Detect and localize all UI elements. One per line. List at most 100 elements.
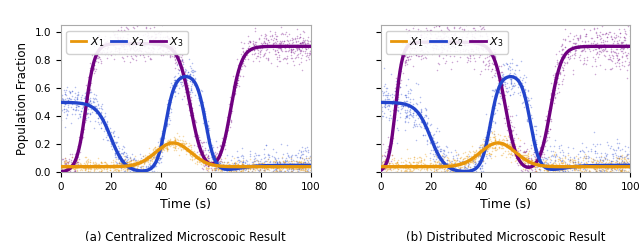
Point: [525, 167, 536, 171]
Point: [620, 54, 630, 58]
Point: [486, 105, 497, 109]
Point: [80, 114, 90, 118]
Point: [175, 75, 185, 79]
Point: [495, 142, 505, 146]
Point: [189, 69, 200, 73]
Point: [83, 91, 93, 95]
Point: [467, 158, 477, 162]
Point: [467, 160, 477, 164]
Point: [157, 145, 168, 149]
Point: [589, 173, 600, 177]
Point: [136, 49, 147, 53]
Point: [178, 143, 188, 147]
Point: [376, 106, 387, 109]
Point: [506, 141, 516, 145]
Point: [186, 101, 196, 105]
Point: [456, 160, 466, 163]
Point: [156, 146, 166, 150]
Point: [263, 152, 273, 155]
Point: [83, 87, 93, 91]
Point: [441, 162, 451, 166]
Point: [575, 164, 586, 168]
Point: [542, 148, 552, 152]
Point: [300, 168, 310, 172]
Point: [552, 154, 562, 158]
Point: [532, 153, 543, 157]
Point: [612, 47, 622, 51]
Point: [85, 163, 95, 167]
Point: [541, 173, 551, 177]
Point: [124, 40, 134, 44]
Point: [542, 166, 552, 169]
Point: [91, 67, 101, 71]
Point: [415, 167, 426, 171]
Point: [399, 110, 410, 114]
Point: [527, 160, 537, 164]
Point: [548, 173, 559, 177]
Point: [188, 151, 198, 155]
Point: [462, 35, 472, 39]
Point: [436, 162, 446, 166]
Point: [380, 167, 390, 170]
Point: [136, 49, 147, 53]
Point: [553, 173, 563, 177]
Point: [116, 154, 126, 158]
Point: [550, 165, 561, 169]
Point: [380, 173, 390, 177]
Point: [529, 154, 540, 158]
Point: [554, 82, 564, 86]
Point: [143, 173, 153, 177]
Point: [435, 147, 445, 151]
Point: [483, 138, 493, 142]
Point: [201, 167, 211, 171]
Point: [490, 136, 500, 140]
Point: [286, 53, 296, 57]
Point: [277, 154, 287, 158]
Point: [620, 149, 630, 153]
Point: [584, 155, 594, 159]
Point: [572, 166, 582, 170]
Point: [439, 43, 449, 47]
Point: [579, 166, 589, 170]
Point: [56, 99, 66, 103]
Point: [618, 51, 628, 55]
Point: [410, 123, 420, 127]
Point: [565, 161, 575, 164]
Point: [429, 46, 440, 50]
Point: [141, 30, 152, 34]
Point: [490, 145, 500, 149]
Point: [455, 160, 465, 164]
Point: [575, 35, 585, 39]
Point: [123, 160, 133, 164]
Point: [502, 90, 512, 94]
Point: [265, 29, 275, 33]
Point: [406, 42, 416, 46]
Point: [420, 126, 431, 130]
Point: [220, 156, 230, 160]
Point: [452, 49, 462, 53]
Point: [275, 163, 285, 167]
Point: [568, 160, 578, 164]
Point: [96, 164, 106, 168]
Point: [84, 76, 95, 80]
Point: [538, 157, 548, 161]
Point: [442, 25, 452, 29]
Point: [292, 162, 302, 166]
Point: [461, 160, 471, 164]
Point: [573, 46, 584, 50]
Point: [168, 89, 178, 93]
Point: [100, 124, 111, 128]
Point: [274, 160, 284, 164]
Point: [550, 161, 561, 165]
Point: [580, 162, 590, 166]
Point: [243, 34, 253, 38]
Point: [520, 88, 530, 92]
Point: [428, 142, 438, 146]
Point: [517, 156, 527, 160]
Point: [153, 160, 163, 164]
Point: [389, 119, 399, 122]
Point: [584, 168, 594, 172]
Point: [268, 166, 278, 170]
Point: [211, 161, 221, 165]
Point: [431, 162, 442, 166]
